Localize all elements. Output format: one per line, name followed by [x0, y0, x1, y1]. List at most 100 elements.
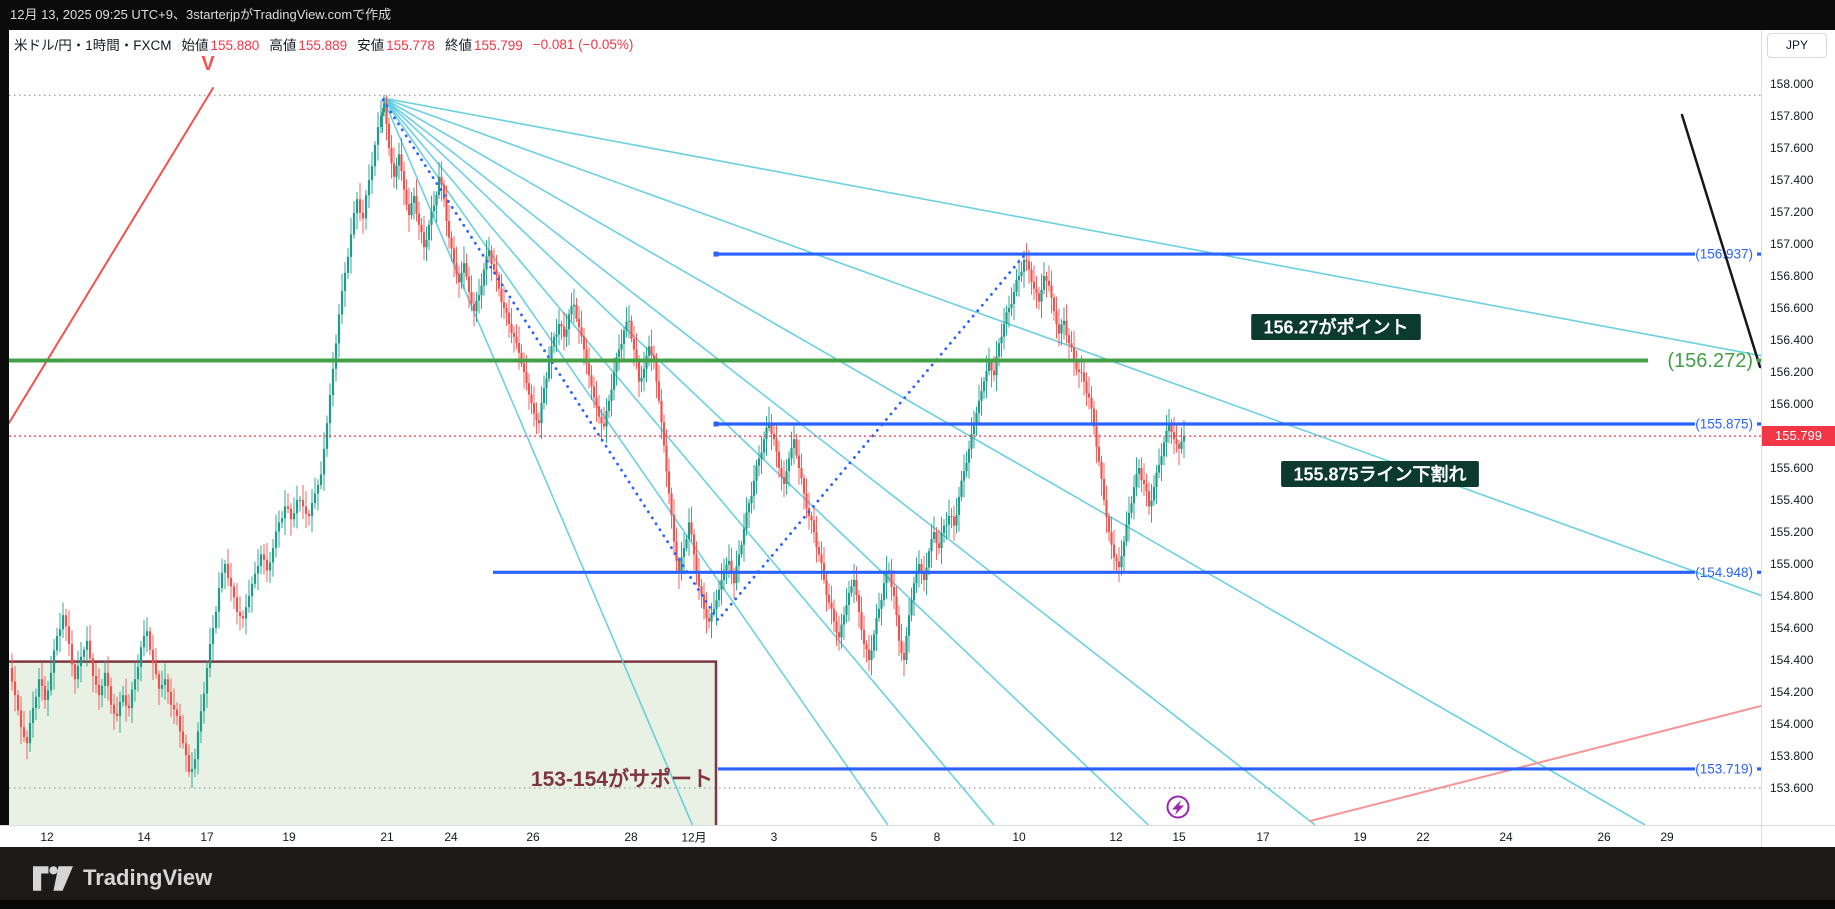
price-tick-155.200: 155.200 [1770, 525, 1814, 539]
candle-body [437, 176, 441, 195]
fan-ray-3[interactable] [382, 97, 1646, 825]
candle-body [490, 250, 493, 264]
candle-body [730, 560, 733, 574]
candle-body [417, 213, 421, 225]
level-label-154.948[interactable]: (154.948) [1695, 565, 1753, 580]
price-axis[interactable]: JPY 158.000 157.800 157.600 157.400 157.200 1… [1761, 30, 1835, 825]
candle-body [835, 621, 838, 633]
candle-body [49, 672, 53, 691]
candle-body [1155, 472, 1158, 488]
point-156-27-box[interactable] [1251, 314, 1421, 340]
candle-body [765, 427, 768, 440]
candle-body [1042, 276, 1046, 290]
candle-body [387, 123, 391, 148]
time-axis[interactable]: 12 14 17 19 21 24 26 28 12月 3 5 8 10 12 15 17 19 22 24 26 29 [0, 825, 1835, 848]
candle-body [977, 400, 981, 414]
break-155-875-box[interactable] [1281, 461, 1479, 487]
candle-body [1150, 500, 1153, 507]
fan-ray-1[interactable] [382, 97, 1761, 357]
candle-body [64, 615, 68, 627]
candle-body [585, 349, 588, 364]
candle-body [325, 423, 329, 449]
candle-body [349, 234, 353, 257]
candle-body [725, 564, 728, 571]
candle-body [980, 391, 983, 401]
candle-body [527, 383, 531, 395]
candle-body [124, 695, 128, 706]
candle-body [238, 612, 242, 617]
candle-body [675, 541, 678, 561]
candle-body [520, 352, 523, 364]
fan-ray-7[interactable] [382, 97, 889, 825]
candle-body [34, 696, 38, 708]
support-zone-box[interactable] [2, 660, 718, 829]
fan-ray-5[interactable] [382, 97, 1149, 825]
zigzag-dotted-line[interactable] [381, 98, 1029, 623]
candle-body [381, 112, 384, 116]
time-tick-21: 21 [380, 829, 394, 844]
candle-body [952, 516, 956, 526]
point-156-27-text[interactable]: 156.27がポイント [1263, 316, 1408, 337]
level-label-156.937[interactable]: (156.937) [1695, 247, 1753, 262]
break-155-875-text[interactable]: 155.875ライン下割れ [1293, 463, 1466, 484]
candle-body [905, 635, 908, 660]
candle-body [193, 759, 197, 769]
red-ascending-line[interactable] [9, 87, 214, 424]
candle-body [857, 595, 861, 612]
candle-body [880, 599, 883, 609]
tradingview-wordmark[interactable]: TradingView [83, 865, 213, 890]
candle-body [830, 602, 833, 609]
candle-body [1005, 312, 1008, 324]
pink-ascending-line[interactable] [1309, 705, 1761, 822]
v-marker-text[interactable]: V [201, 53, 215, 75]
candle-body [295, 500, 299, 514]
candle-body [667, 471, 671, 494]
candle-body [1175, 439, 1178, 444]
candle-body [682, 548, 686, 558]
candle-body [792, 439, 796, 448]
price-tick-156.400: 156.400 [1770, 333, 1814, 347]
black-descending-line[interactable] [1680, 113, 1761, 369]
level-label-156.272[interactable]: (156.272) [1667, 350, 1753, 372]
price-tick-158.000: 158.000 [1770, 77, 1814, 91]
candle-body [595, 397, 598, 407]
candle-body [472, 303, 476, 312]
candle-body [700, 586, 703, 595]
candle-body [685, 539, 688, 548]
candle-body [647, 346, 651, 356]
candle-body [802, 478, 806, 494]
candle-body [136, 666, 140, 680]
candle-body [286, 506, 290, 509]
candle-body [550, 345, 553, 363]
candle-body [662, 422, 666, 446]
symbol-title[interactable]: 米ドル/円・1時間・FXCM [14, 38, 172, 53]
candle-body [940, 533, 943, 548]
candle-body [825, 580, 828, 595]
support-153-154-text[interactable]: 153-154がサポート [531, 767, 713, 791]
candle-body [600, 416, 603, 424]
candle-body [482, 269, 486, 286]
candle-body [1110, 532, 1113, 545]
fan-ray-4[interactable] [382, 97, 1316, 825]
candle-body [847, 592, 851, 605]
candle-body [31, 708, 35, 723]
level-label-153.719[interactable]: (153.719) [1695, 762, 1753, 777]
candle-body [355, 199, 359, 214]
fan-ray-6[interactable] [382, 97, 995, 825]
candle-body [1080, 372, 1083, 373]
candle-body [425, 239, 428, 248]
candle-body [800, 468, 803, 479]
tradingview-logo-icon[interactable] [33, 865, 73, 891]
candle-body [298, 499, 302, 501]
currency-toggle-button[interactable]: JPY [1767, 33, 1827, 58]
candle-body [732, 573, 736, 584]
level-label-155.875[interactable]: (155.875) [1695, 417, 1753, 432]
candle-body [655, 362, 658, 382]
candle-body [982, 381, 986, 392]
symbol-header[interactable]: 米ドル/円・1時間・FXCM 始値 155.880 高値 155.889 安値 155… [14, 34, 633, 54]
chart-pane[interactable]: (156.937) (155.875) (154.948) (153.719) (156… [2, 53, 1761, 829]
fan-ray-8[interactable] [382, 97, 694, 825]
lightning-icon[interactable] [1166, 795, 1190, 819]
candle-body [334, 343, 338, 369]
